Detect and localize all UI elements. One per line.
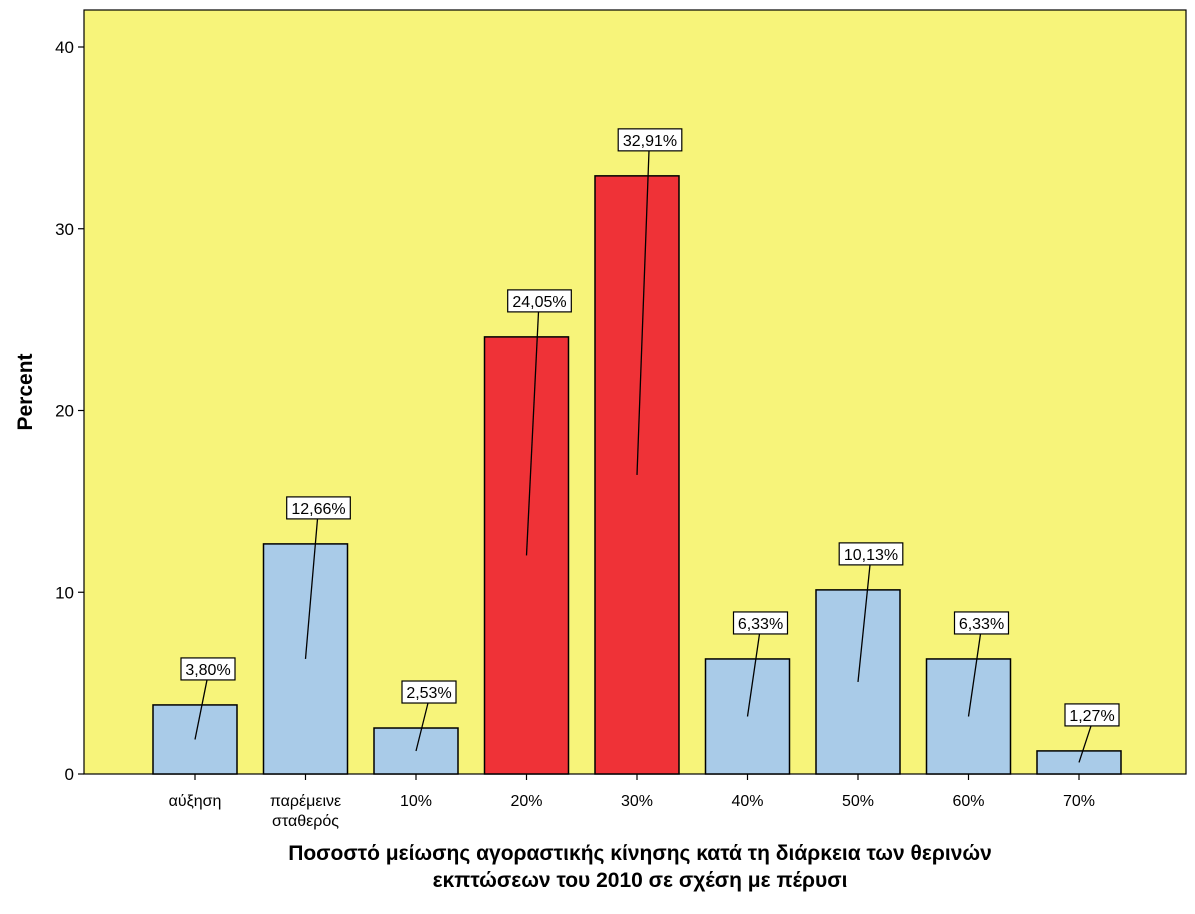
data-label-2: 2,53% [406, 685, 451, 702]
x-axis-title-line-1: Ποσοστό μείωσης αγοραστικής κίνησης κατά… [288, 842, 992, 865]
leader-line-0 [194, 679, 208, 740]
x-category-labels: αύξηση παρέμεινε σταθερός 10% 20% 30% 40% 50% 60… [169, 774, 1095, 830]
data-label-1: 12,66% [291, 501, 345, 518]
data-label-box-3 [507, 289, 572, 313]
x-category-label-0: αύξηση [169, 793, 222, 810]
data-label-box-4 [617, 128, 683, 152]
x-category-label-6: 50% [842, 793, 874, 810]
data-label-box-2 [401, 680, 457, 704]
x-category-label-1-0: παρέμεινε [270, 793, 341, 810]
data-label-box-1 [286, 496, 351, 520]
data-label-7: 6,33% [959, 616, 1004, 633]
bars-group [152, 175, 1122, 775]
y-tick-label-40: 40 [55, 38, 74, 57]
data-label-3: 24,05% [512, 294, 566, 311]
x-category-label-2: 10% [400, 793, 432, 810]
y-tick-label-10: 10 [55, 583, 74, 602]
leader-line-4 [636, 150, 650, 475]
data-label-box-0 [180, 657, 236, 681]
y-axis: 0 10 20 30 40 [55, 38, 84, 784]
data-label-box-8 [1064, 703, 1120, 727]
x-category-label-7: 60% [952, 793, 984, 810]
x-category-label-3: 20% [510, 793, 542, 810]
leader-line-5 [746, 633, 761, 717]
y-tick-label-30: 30 [55, 220, 74, 239]
leader-line-8 [1078, 725, 1092, 763]
leader-line-6 [857, 564, 871, 683]
x-category-label-5: 40% [731, 793, 763, 810]
y-tick-label-20: 20 [55, 402, 74, 421]
data-label-box-7 [953, 611, 1010, 635]
y-tick-label-0: 0 [65, 765, 74, 784]
bar-2 [373, 727, 459, 775]
x-category-label-1-1: σταθερός [272, 813, 339, 830]
leader-line-7 [967, 633, 982, 717]
x-axis-title-line-2: εκπτώσεων του 2010 σε σχέση με πέρυσι [433, 869, 848, 892]
data-label-8: 1,27% [1069, 708, 1114, 725]
data-labels-group: 3,80% 12,66% 2,53% 24,05% 32,91% 6,33% 10,13% 6… [180, 128, 1120, 763]
data-label-5: 6,33% [738, 616, 783, 633]
data-label-4: 32,91% [623, 133, 677, 150]
x-category-label-4: 30% [621, 793, 653, 810]
data-label-box-5 [732, 611, 789, 635]
x-category-label-8: 70% [1063, 793, 1095, 810]
data-label-6: 10,13% [844, 547, 898, 564]
data-label-box-6 [838, 542, 904, 566]
data-label-0: 3,80% [185, 662, 230, 679]
y-axis-title: Percent [14, 353, 37, 430]
bar-6 [815, 589, 901, 775]
leader-line-3 [525, 311, 540, 556]
leader-line-1 [304, 518, 319, 660]
leader-line-2 [415, 702, 429, 752]
